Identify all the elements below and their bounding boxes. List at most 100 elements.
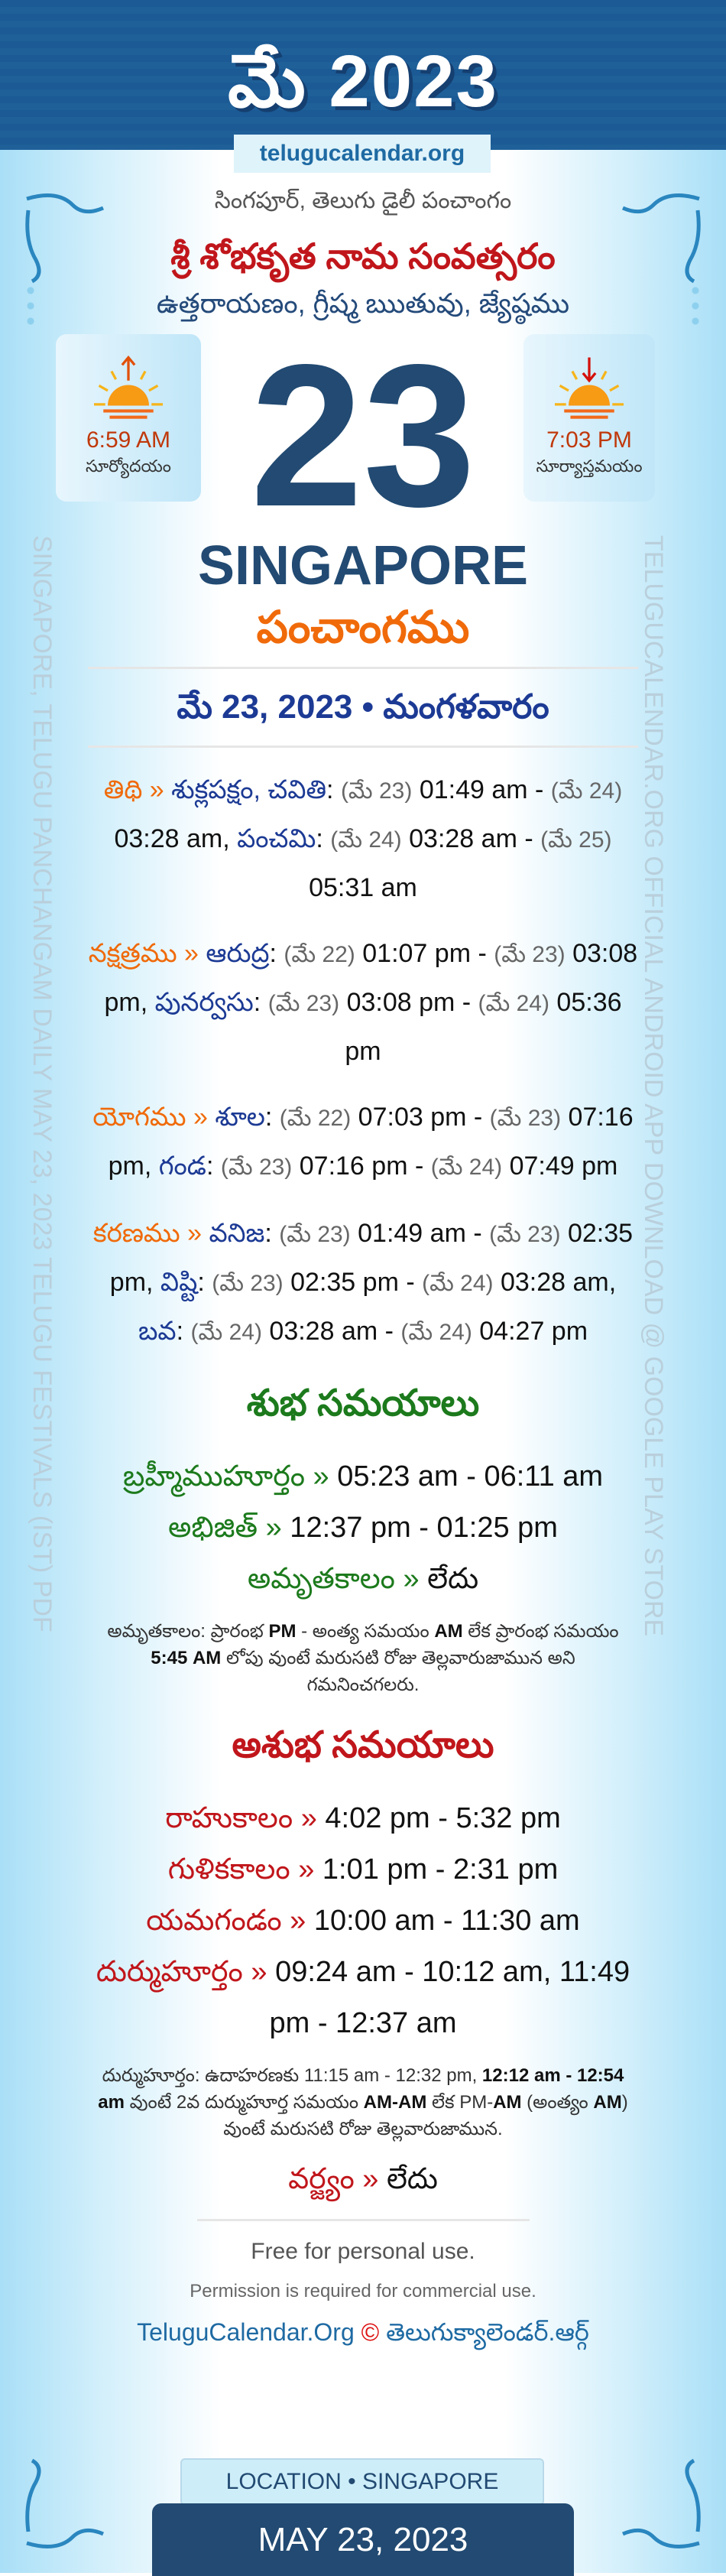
- ashubha-row: దుర్ముహూర్తం » 09:24 am - 10:12 am, 11:4…: [88, 1947, 638, 2049]
- city-name: SINGAPORE: [197, 535, 529, 596]
- sunrise-icon: [94, 356, 163, 419]
- year-name: శ్రీ శోభకృత నామ సంవత్సరం: [170, 236, 556, 276]
- entry-label: యోగము »: [92, 1103, 208, 1132]
- time-value: 05:23 am - 06:11 am: [329, 1460, 604, 1493]
- panchang-content: మే 23, 2023 • మంగళవారం తిథి » శుక్లపక్షం…: [88, 667, 638, 2350]
- entry-name: విష్టి: [160, 1268, 198, 1297]
- location-badge: LOCATION • SINGAPORE: [180, 2458, 544, 2506]
- brand-line: TeluguCalendar.Org © తెలుగుక్యాలెండర్.ఆర…: [88, 2315, 638, 2350]
- time-label: అభిజిత్ »: [168, 1512, 282, 1544]
- entry-name: శూల: [207, 1103, 265, 1132]
- ornament-top-right-icon: [621, 193, 701, 283]
- brand-telugu-link[interactable]: తెలుగుక్యాలెండర్.ఆర్గ్: [386, 2318, 589, 2346]
- entry-time: :: [264, 1219, 280, 1248]
- entry-name: ఆరుద్ర: [198, 939, 270, 968]
- yogam-entry: యోగము » శూల: (మే 22) 07:03 pm - (మే 23) …: [88, 1093, 638, 1191]
- permission-note: Permission is required for commercial us…: [190, 2281, 536, 2302]
- entry-time: 05:36 pm: [345, 988, 622, 1066]
- varjyam-row: వర్జ్యం » లేదు: [88, 2153, 638, 2205]
- month-title: మే 2023: [228, 41, 498, 122]
- entry-date: (మే 24): [400, 1320, 472, 1345]
- entry-time: :: [206, 1152, 221, 1181]
- sunset-card: 7:03 PM సూర్యాస్తమయం: [523, 334, 655, 502]
- entry-time: :: [176, 1317, 191, 1346]
- entry-date: (మే 23): [489, 1222, 561, 1247]
- entry-time: 07:49 pm: [502, 1152, 618, 1181]
- brand-english-link[interactable]: TeluguCalendar.Org: [137, 2318, 355, 2346]
- shubha-heading: శుభ సమయాలు: [246, 1383, 480, 1424]
- divider: [196, 2219, 530, 2221]
- sunrise-time: 6:59 AM: [86, 427, 171, 453]
- time-label: బ్రహ్మీముహూర్తం »: [122, 1460, 329, 1493]
- shubha-row: అభిజిత్ » 12:37 pm - 01:25 pm: [88, 1502, 638, 1554]
- dotted-border-left: [25, 283, 36, 329]
- note-text: 12:12 am - 12:54 am: [98, 2065, 624, 2113]
- entry-name: వనిజ: [202, 1219, 265, 1248]
- entry-date: (మే 22): [284, 942, 355, 967]
- varjyam-value: లేదు: [378, 2163, 438, 2195]
- sunset-icon: [555, 357, 624, 419]
- entry-time: :: [316, 824, 331, 853]
- note-text: లేక PM-: [426, 2092, 494, 2113]
- time-value: 09:24 am - 10:12 am, 11:49 pm - 12:37 am: [267, 1956, 630, 2039]
- entry-time: 07:16 pm,: [108, 1103, 634, 1181]
- entry-time: 03:28 am,: [493, 1268, 617, 1297]
- entry-time: 05:31 am: [309, 873, 417, 902]
- entry-label: తిథి »: [103, 775, 164, 804]
- note-text: వుంటే 2వ దుర్ముహూర్త సమయం: [124, 2092, 364, 2113]
- entry-date: (మే 23): [494, 942, 566, 967]
- entry-date: (మే 24): [478, 991, 549, 1016]
- durmuhurtham-note: దుర్ముహూర్తం: ఉదాహరణకు 11:15 am - 12:32 …: [88, 2062, 638, 2142]
- time-value: 1:01 pm - 2:31 pm: [314, 1853, 559, 1886]
- time-label: యమగండం »: [146, 1905, 306, 1937]
- nakshatra-entry: నక్షత్రము » ఆరుద్ర: (మే 22) 01:07 pm - (…: [88, 930, 638, 1075]
- entry-time: :: [253, 988, 268, 1017]
- entry-time: 01:07 pm -: [355, 939, 494, 968]
- shubha-row: బ్రహ్మీముహూర్తం » 05:23 am - 06:11 am: [88, 1451, 638, 1502]
- entry-date: (మే 22): [279, 1106, 352, 1131]
- header-banner: [0, 0, 726, 150]
- shubha-row: అమృతకాలం » లేదు: [88, 1554, 638, 1605]
- free-note: Free for personal use.: [251, 2239, 475, 2264]
- time-value: 12:37 pm - 01:25 pm: [281, 1512, 558, 1544]
- time-label: రాహుకాలం »: [165, 1802, 317, 1834]
- note-text: లేక ప్రారంభ సమయం: [462, 1621, 619, 1642]
- sunrise-card: 6:59 AM సూర్యోదయం: [56, 334, 201, 502]
- ashubha-row: రాహుకాలం » 4:02 pm - 5:32 pm: [88, 1793, 638, 1844]
- sunset-time: 7:03 PM: [546, 427, 632, 453]
- right-side-panel: [504, 150, 726, 2573]
- entry-time: 03:08 pm,: [104, 939, 638, 1017]
- ashubha-rows: రాహుకాలం » 4:02 pm - 5:32 pm గుళికకాలం » …: [88, 1793, 638, 2049]
- note-text: - అంత్య సమయం: [296, 1621, 435, 1642]
- entry-time: 03:28 am -: [401, 824, 541, 853]
- note-text: AM: [493, 2092, 522, 2113]
- entry-time: 07:03 pm -: [351, 1103, 490, 1132]
- site-link[interactable]: telugucalendar.org: [234, 135, 491, 173]
- note-text: దుర్ముహూర్తం: ఉదాహరణకు 11:15 am - 12:32 …: [102, 2065, 482, 2086]
- varjyam-label: వర్జ్యం »: [288, 2163, 379, 2195]
- entry-name: బవ: [138, 1317, 177, 1346]
- entry-date: (మే 23): [489, 1106, 562, 1131]
- entry-date: (మే 23): [212, 1271, 284, 1296]
- sunset-label: సూర్యాస్తమయం: [536, 456, 643, 476]
- panchangam-title: పంచాంగము: [256, 603, 470, 652]
- side-text-right: TELUGUCALENDAR.ORG OFFICIAL ANDROID APP …: [639, 535, 668, 1637]
- note-text: PM: [268, 1621, 297, 1642]
- entry-time: 03:08 pm -: [339, 988, 478, 1017]
- entry-date: (మే 23): [267, 991, 340, 1016]
- time-label: గుళికకాలం »: [167, 1853, 315, 1886]
- page-subtitle: సింగపూర్, తెలుగు డైలీ పంచాంగం: [214, 188, 512, 213]
- karanam-entry: కరణము » వనిజ: (మే 23) 01:49 am - (మే 23)…: [88, 1210, 638, 1356]
- side-text-left: SINGAPORE, TELUGU PANCHANGAM DAILY MAY 2…: [28, 535, 57, 1632]
- note-text: లోపు వుంటే మరుసటి రోజు తెల్లవారుజామున అన…: [221, 1648, 575, 1695]
- entry-date: (మే 24): [190, 1320, 262, 1345]
- entry-time: 03:28 am,: [114, 824, 238, 853]
- time-label: అమృతకాలం »: [247, 1563, 420, 1595]
- entry-date: (మే 25): [540, 827, 612, 853]
- entry-date: (మే 23): [340, 778, 413, 804]
- entry-date: (మే 24): [550, 778, 623, 804]
- entry-time: 02:35 pm,: [109, 1219, 634, 1297]
- dotted-border-right: [690, 283, 701, 329]
- note-text: ) వుంటే మరుసటి రోజు తెల్లవారుజామున.: [223, 2092, 628, 2139]
- divider: [88, 667, 638, 669]
